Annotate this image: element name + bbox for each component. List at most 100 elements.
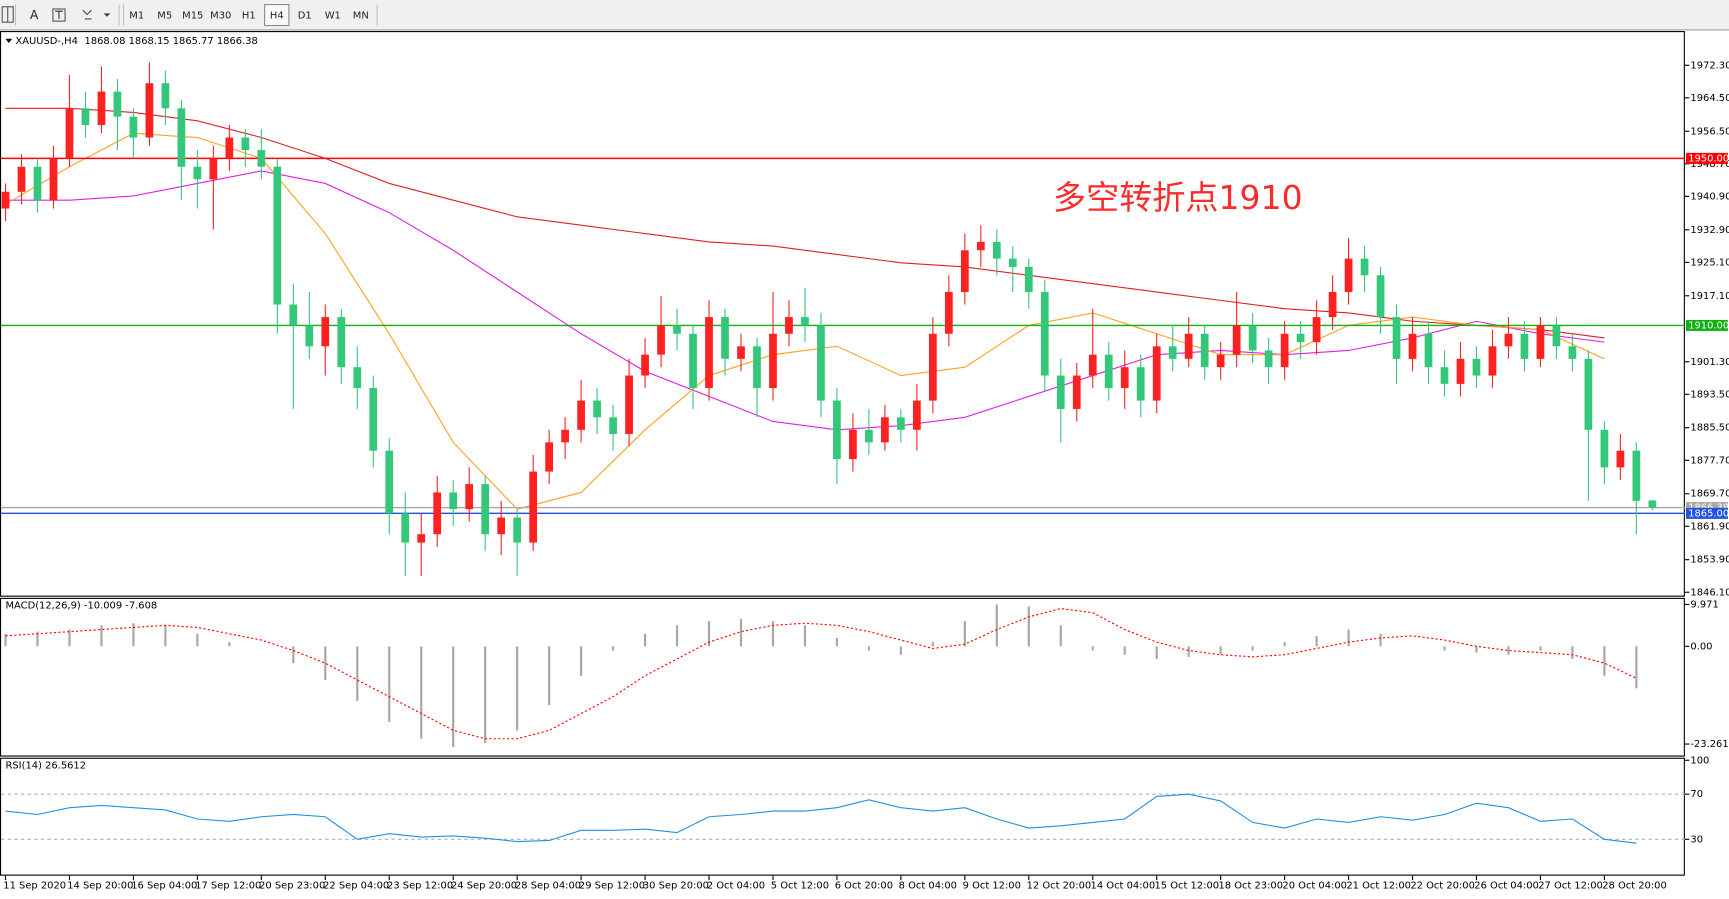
y-tick-label: 0.00 <box>1690 641 1712 652</box>
candle-body <box>1296 333 1305 343</box>
candle-body <box>1392 317 1401 359</box>
timeframe-button[interactable]: M1 <box>129 11 144 22</box>
timeframe-button[interactable]: H4 <box>270 11 284 22</box>
y-tick-label: 1932.90 <box>1690 225 1729 236</box>
candle-body <box>897 417 905 430</box>
x-tick-label: 8 Oct 04:00 <box>899 881 957 892</box>
candle-body <box>1024 266 1033 293</box>
candle-body <box>481 484 490 535</box>
candle-body <box>641 354 649 376</box>
text-label-icon[interactable] <box>52 8 66 22</box>
candle-body <box>209 158 218 180</box>
candle-body <box>1584 358 1593 430</box>
level-label: 1910.00 <box>1688 320 1729 331</box>
candle-body <box>865 429 873 443</box>
signal-line <box>5 607 1637 740</box>
x-tick-label: 5 Oct 12:00 <box>771 881 829 892</box>
candle-body <box>1248 325 1257 351</box>
candle-body <box>97 91 106 125</box>
chart-title: XAUUSD-,H4 <box>15 36 77 47</box>
x-tick-label: 15 Oct 12:00 <box>1155 881 1220 892</box>
candle-body <box>1552 325 1561 347</box>
candle-body <box>193 166 202 180</box>
candle-body <box>1 191 10 209</box>
text-tool[interactable]: A <box>30 8 39 22</box>
moving-average <box>5 132 1605 510</box>
candle-body <box>433 492 442 535</box>
timeframe-button[interactable]: M15 <box>182 11 203 22</box>
x-tick-label: 14 Sep 20:00 <box>67 881 133 892</box>
x-tick-label: 2 Oct 04:00 <box>707 881 765 892</box>
y-tick-label: 1917.10 <box>1690 291 1729 302</box>
x-tick-label: 9 Oct 12:00 <box>963 881 1021 892</box>
level-label: 1950.00 <box>1688 153 1729 164</box>
x-tick-label: 16 Sep 04:00 <box>131 881 197 892</box>
candle-body <box>1456 358 1465 384</box>
candle-body <box>1184 333 1193 359</box>
x-tick-label: 20 Oct 04:00 <box>1282 881 1347 892</box>
candle-body <box>1424 333 1433 368</box>
macd-panel <box>0 597 1685 757</box>
candle-body <box>1648 500 1657 508</box>
x-tick-label: 21 Oct 12:00 <box>1346 881 1411 892</box>
candle-body <box>1632 450 1641 501</box>
x-tick-label: 27 Oct 12:00 <box>1538 881 1603 892</box>
candle-body <box>545 442 553 472</box>
candle-body <box>737 346 745 359</box>
y-tick-label: 1901.30 <box>1690 357 1729 368</box>
y-tick-label: 30 <box>1690 834 1703 845</box>
x-tick-label: 26 Oct 04:00 <box>1474 881 1539 892</box>
y-tick-label: 1846.10 <box>1690 587 1729 598</box>
x-tick-label: 14 Oct 04:00 <box>1091 881 1156 892</box>
candle-body <box>1408 333 1417 359</box>
indicator-title: RSI(14) 26.5612 <box>6 760 87 771</box>
candle-body <box>129 116 138 138</box>
candle-body <box>801 317 809 326</box>
candle-body <box>785 317 793 334</box>
candle-body <box>513 517 522 543</box>
candle-body <box>976 241 985 251</box>
annotation: 多空转折点1910 <box>1053 178 1303 217</box>
candle-body <box>1104 354 1113 389</box>
candle-body <box>944 292 953 334</box>
y-tick-label: 1877.70 <box>1690 455 1729 466</box>
x-tick-label: 20 Sep 23:00 <box>259 881 325 892</box>
x-tick-label: 23 Sep 12:00 <box>387 881 453 892</box>
candle-body <box>529 471 538 543</box>
candle-body <box>385 450 394 514</box>
candle-body <box>1088 354 1097 376</box>
candle-body <box>1056 375 1065 409</box>
timeframe-button[interactable]: H1 <box>242 11 256 22</box>
timeframe-button[interactable]: D1 <box>298 11 312 22</box>
x-tick-label: 24 Sep 20:00 <box>451 881 517 892</box>
candle-body <box>305 325 314 347</box>
candle-body <box>753 346 761 389</box>
main-panel <box>0 31 1685 597</box>
candle-body <box>1520 333 1529 359</box>
candle-body <box>1488 346 1497 376</box>
timeframe-button[interactable]: M5 <box>157 11 172 22</box>
candle-body <box>337 317 346 368</box>
active-button <box>264 4 290 27</box>
candle-body <box>673 325 681 334</box>
candle-body <box>1216 354 1225 368</box>
y-tick-label: 1861.90 <box>1690 521 1729 532</box>
y-tick-label: 1885.50 <box>1690 423 1729 434</box>
candle-body <box>657 325 665 355</box>
x-tick-label: 29 Sep 12:00 <box>579 881 645 892</box>
candle-body <box>960 250 969 293</box>
candle-body <box>561 429 569 443</box>
shapes-icon[interactable] <box>82 9 92 20</box>
candle-body <box>1376 275 1385 318</box>
candle-body <box>721 317 729 359</box>
y-tick-label: 1948.70 <box>1690 159 1729 170</box>
timeframe-button[interactable]: MN <box>353 11 369 22</box>
dropdown-arrow[interactable] <box>103 13 111 17</box>
timeframe-button[interactable]: M30 <box>210 11 231 22</box>
y-tick-label: -23.261 <box>1690 739 1728 750</box>
x-tick-label: 22 Sep 04:00 <box>323 881 389 892</box>
timeframe-button[interactable]: W1 <box>325 11 341 22</box>
candle-body <box>689 333 697 389</box>
candle-body <box>145 83 154 138</box>
